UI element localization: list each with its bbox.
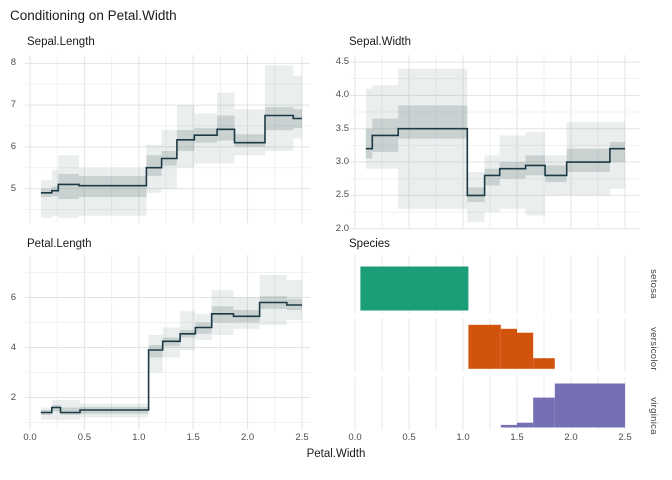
panel-title-petal-length: Petal.Length bbox=[27, 238, 92, 250]
axis-tick-label: 6 bbox=[10, 291, 16, 303]
facet-strip-versicolor: versicolor bbox=[648, 327, 659, 371]
panel-title-sepal-width: Sepal.Width bbox=[349, 36, 412, 48]
figure-title: Conditioning on Petal.Width bbox=[10, 8, 177, 23]
axis-tick-label: 8 bbox=[10, 57, 16, 69]
axis-tick-label: 0.5 bbox=[77, 432, 91, 443]
axis-tick-label: 4.5 bbox=[335, 56, 349, 67]
axis-tick-label: 4 bbox=[10, 341, 16, 353]
axis-tick-label: 1.0 bbox=[132, 432, 146, 443]
panel-title-sepal-length: Sepal.Length bbox=[27, 36, 95, 48]
axis-tick-label: 2.5 bbox=[295, 432, 309, 443]
axis-tick-label: 4.0 bbox=[335, 89, 349, 101]
axis-tick-label: 0.0 bbox=[348, 432, 362, 443]
axis-tick-label: 7 bbox=[10, 99, 16, 111]
panel-title-species: Species bbox=[349, 238, 390, 250]
axis-tick-label: 2 bbox=[10, 391, 16, 403]
axis-tick-label: 3.5 bbox=[335, 122, 349, 134]
facet-strip-virginica: virginica bbox=[648, 397, 659, 435]
axis-tick-label: 1.0 bbox=[456, 432, 470, 443]
axis-tick-label: 0.0 bbox=[23, 432, 37, 443]
x-axis-label: Petal.Width bbox=[306, 448, 366, 460]
axis-tick-label: 6 bbox=[10, 140, 16, 152]
axis-tick-label: 2.5 bbox=[335, 189, 349, 201]
axis-tick-label: 2.0 bbox=[240, 432, 255, 443]
axis-tick-label: 2.0 bbox=[335, 222, 349, 234]
axis-tick-label: 5 bbox=[10, 182, 16, 194]
axis-tick-label: 2.5 bbox=[618, 432, 632, 443]
axis-tick-label: 1.5 bbox=[510, 432, 524, 443]
facet-strip-setosa: setosa bbox=[648, 269, 659, 299]
axis-tick-label: 0.5 bbox=[402, 432, 416, 443]
axis-tick-label: 1.5 bbox=[186, 432, 200, 443]
axis-tick-label: 3.0 bbox=[335, 156, 349, 168]
axis-tick-label: 2.0 bbox=[564, 432, 578, 443]
